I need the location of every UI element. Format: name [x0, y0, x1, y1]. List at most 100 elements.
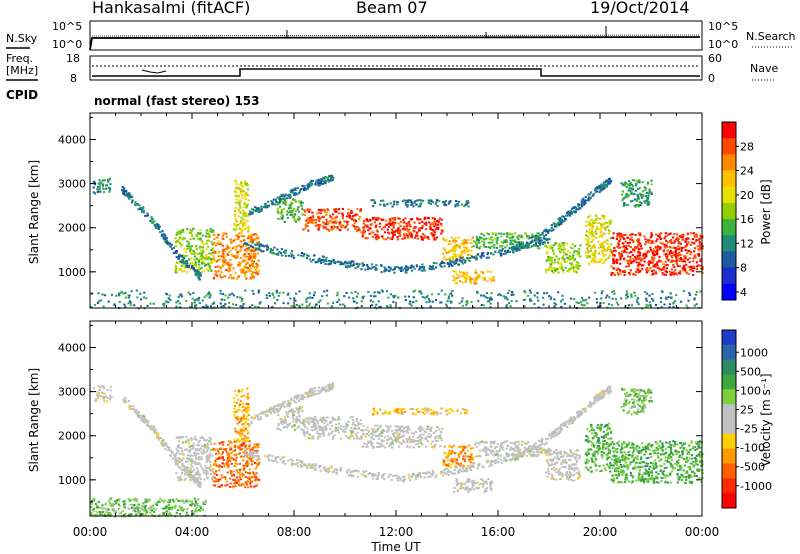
colorbar-swatch: [722, 283, 736, 301]
scatter-cell: [178, 477, 181, 480]
scatter-cell: [194, 461, 197, 463]
scatter-cell: [205, 257, 208, 260]
scatter-cell: [249, 257, 252, 259]
scatter-cell: [344, 262, 347, 265]
scatter-cell: [399, 268, 402, 271]
scatter-cell: [437, 219, 440, 222]
scatter-cell: [266, 247, 269, 250]
scatter-cell: [266, 246, 269, 249]
scatter-cell: [257, 289, 261, 292]
scatter-cell: [488, 241, 492, 244]
scatter-cell: [251, 263, 254, 266]
scatter-cell: [695, 239, 698, 241]
scatter-cell: [335, 221, 338, 224]
scatter-cell: [229, 258, 232, 261]
scatter-cell: [234, 213, 237, 215]
scatter-cell: [221, 266, 224, 268]
scatter-cell: [628, 180, 631, 183]
scatter-cell: [661, 272, 664, 275]
scatter-cell: [355, 301, 358, 304]
scatter-cell: [190, 233, 193, 236]
scatter-cell: [183, 237, 186, 240]
scatter-cell: [252, 256, 255, 259]
scatter-cell: [213, 476, 216, 479]
scatter-cell: [248, 468, 251, 471]
colorbar-swatch: [722, 122, 736, 139]
scatter-cell: [448, 265, 451, 268]
scatter-cell: [460, 300, 463, 303]
scatter-cell: [179, 293, 183, 296]
scatter-cell: [630, 187, 633, 190]
scatter-cell: [435, 224, 438, 227]
scatter-cell: [450, 236, 453, 239]
scatter-cell: [383, 231, 387, 234]
scatter-cell: [188, 442, 191, 445]
scatter-cell: [258, 245, 261, 248]
scatter-cell: [587, 216, 590, 219]
scatter-cell: [546, 230, 550, 233]
scatter-cell: [222, 248, 225, 251]
scatter-cell: [244, 193, 247, 196]
scatter-cell: [303, 253, 306, 256]
scatter-cell: [179, 260, 182, 263]
scatter-cell: [631, 260, 634, 263]
scatter-cell: [432, 234, 435, 237]
scatter-cell: [201, 256, 205, 259]
scatter-cell: [566, 242, 569, 245]
scatter-cell: [182, 441, 185, 444]
scatter-cell: [493, 244, 496, 246]
scatter-cell: [634, 234, 637, 236]
scatter-cell: [387, 296, 390, 299]
scatter-cell: [305, 219, 308, 222]
date-title: 19/Oct/2014: [590, 0, 690, 17]
scatter-cell: [548, 257, 552, 260]
scatter-cell: [647, 304, 650, 307]
scatter-cell: [311, 220, 314, 223]
scatter-cell: [509, 239, 512, 242]
scatter-cell: [380, 264, 383, 267]
scatter-cell: [312, 258, 315, 261]
scatter-cell: [675, 248, 678, 251]
scatter-cell: [637, 244, 640, 247]
scatter-cell: [623, 197, 626, 200]
scatter-cell: [410, 236, 413, 239]
scatter-cell: [247, 237, 250, 240]
scatter-cell: [93, 192, 97, 195]
scatter-cell: [582, 199, 585, 202]
scatter-cell: [129, 301, 132, 304]
scatter-cell: [392, 230, 395, 232]
scatter-cell: [240, 416, 243, 419]
scatter-cell: [219, 442, 222, 445]
scatter-cell: [464, 276, 467, 279]
scatter-cell: [308, 211, 311, 213]
scatter-cell: [247, 486, 250, 489]
scatter-cell: [682, 233, 685, 236]
scatter-cell: [285, 213, 289, 216]
scatter-band-3: [233, 180, 251, 233]
scatter-cell: [616, 245, 619, 248]
scatter-cell: [198, 444, 201, 447]
scatter-cell: [623, 273, 626, 276]
scatter-cell: [604, 228, 607, 231]
scatter-cell: [238, 203, 241, 206]
scatter-cell: [667, 296, 670, 298]
scatter-cell: [332, 221, 336, 224]
scatter-cell: [248, 476, 251, 479]
scatter-cell: [508, 236, 511, 239]
scatter-cell: [435, 262, 438, 265]
scatter-cell: [197, 441, 200, 444]
scatter-cell: [506, 244, 509, 247]
scatter-cell: [245, 481, 248, 484]
scatter-cell: [392, 226, 395, 229]
scatter-cell: [205, 294, 208, 297]
scatter-cell: [244, 271, 247, 274]
scatter-cell: [317, 211, 321, 214]
scatter-cell: [414, 226, 417, 229]
scatter-cell: [492, 279, 495, 282]
scatter-cell: [633, 179, 636, 182]
scatter-cell: [249, 449, 252, 452]
scatter-cell: [233, 439, 237, 442]
scatter-cell: [224, 255, 227, 258]
scatter-cell: [670, 268, 674, 271]
scatter-cell: [429, 227, 432, 230]
